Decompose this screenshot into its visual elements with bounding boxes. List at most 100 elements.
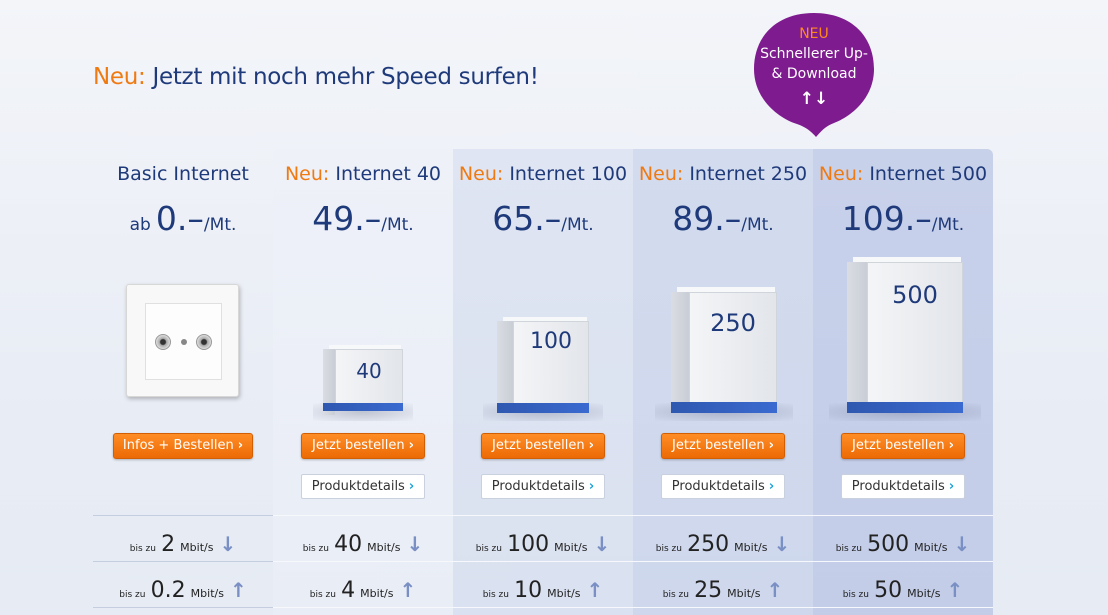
plan-name: Internet 100 [509, 163, 628, 185]
speed-prefix: bis zu [835, 544, 862, 554]
chevron-right-icon: › [768, 479, 775, 494]
plan-title: Basic Internet [93, 163, 273, 185]
speed-prefix: bis zu [482, 590, 509, 600]
box-number: 250 [710, 309, 756, 337]
speed-unit: Mbit/s [360, 587, 394, 600]
plan-column-internet-250: Neu: Internet 250 89.–/Mt. 250 Jetzt bes… [633, 149, 813, 615]
plan-title: Neu: Internet 500 [813, 163, 993, 185]
plan-column-internet-100: Neu: Internet 100 65.–/Mt. 100 Jetzt bes… [453, 149, 633, 615]
chevron-right-icon: › [588, 438, 594, 453]
plan-price: ab 0.–/Mt. [93, 199, 273, 238]
speed-value: 40 [334, 532, 363, 557]
download-speed-row: bis zu 2 Mbit/s ↓ [93, 515, 273, 561]
upload-speed-row: bis zu 50 Mbit/s ↑ [813, 561, 993, 607]
speed-value: 10 [514, 578, 543, 603]
speed-unit: Mbit/s [727, 587, 761, 600]
chevron-right-icon: › [408, 438, 414, 453]
chevron-right-icon: › [948, 438, 954, 453]
speed-value: 250 [687, 532, 730, 557]
box-number: 40 [356, 359, 382, 383]
speed-unit: Mbit/s [554, 541, 588, 554]
order-button[interactable]: Jetzt bestellen › [661, 433, 785, 459]
arrow-down-icon: ↓ [953, 532, 971, 556]
speed-prefix: bis zu [475, 544, 502, 554]
product-details-button[interactable]: Produktdetails › [661, 474, 785, 499]
chevron-right-icon: › [768, 438, 774, 453]
plan-price: 109.–/Mt. [813, 199, 993, 238]
product-box-image: 100 [483, 317, 603, 421]
badge-new-label: NEU [799, 26, 829, 42]
button-label: Produktdetails [491, 479, 585, 494]
plan-title: Neu: Internet 40 [273, 163, 453, 185]
price-prefix: ab [129, 215, 151, 235]
row-divider [453, 607, 633, 615]
price-unit: /Mt. [931, 215, 965, 235]
chevron-right-icon: › [948, 479, 955, 494]
plan-new-prefix: Neu: [818, 163, 864, 185]
price-amount: 109.– [841, 199, 932, 238]
order-button[interactable]: Jetzt bestellen › [481, 433, 605, 459]
arrow-up-icon: ↑ [229, 578, 247, 602]
up-down-arrows-icon: ↑↓ [799, 89, 829, 109]
upload-speed-row: bis zu 0.2 Mbit/s ↑ [93, 561, 273, 607]
price-unit: /Mt. [381, 215, 414, 235]
plan-price: 65.–/Mt. [453, 199, 633, 238]
plan-column-internet-500: Neu: Internet 500 109.–/Mt. 500 Jetzt be… [813, 149, 993, 615]
box-number: 500 [892, 281, 938, 309]
promo-badge: NEU Schnellerer Up- & Download ↑↓ [750, 9, 878, 137]
button-label: Produktdetails [851, 479, 945, 494]
plan-name: Internet 40 [335, 163, 442, 185]
badge-line-2: & Download [771, 66, 857, 82]
button-label: Jetzt bestellen [672, 438, 765, 453]
chevron-right-icon: › [408, 479, 415, 494]
download-speed-row: bis zu 100 Mbit/s ↓ [453, 515, 633, 561]
headline-prefix: Neu: [93, 64, 146, 90]
speed-unit: Mbit/s [914, 541, 948, 554]
row-divider [93, 607, 273, 615]
product-details-button[interactable]: Produktdetails › [481, 474, 605, 499]
price-amount: 49.– [312, 199, 382, 238]
button-label: Produktdetails [311, 479, 405, 494]
price-amount: 0.– [155, 199, 204, 238]
plan-name: Internet 500 [869, 163, 988, 185]
price-amount: 89.– [672, 199, 742, 238]
upload-speed-row: bis zu 25 Mbit/s ↑ [633, 561, 813, 607]
speed-unit: Mbit/s [190, 587, 224, 600]
speed-unit: Mbit/s [907, 587, 941, 600]
price-amount: 65.– [492, 199, 562, 238]
arrow-down-icon: ↓ [773, 532, 791, 556]
product-details-button[interactable]: Produktdetails › [841, 474, 965, 499]
badge-line-1: Schnellerer Up- [760, 46, 868, 62]
plan-column-internet-40: Neu: Internet 40 49.–/Mt. 40 Jetzt beste… [273, 149, 453, 615]
plan-price: 89.–/Mt. [633, 199, 813, 238]
plan-price: 49.–/Mt. [273, 199, 453, 238]
plan-column-basic: Basic Internet ab 0.–/Mt. Infos + Bestel… [93, 149, 273, 615]
price-unit: /Mt. [561, 215, 594, 235]
speed-prefix: bis zu [302, 544, 329, 554]
product-box-image: 250 [655, 287, 793, 421]
row-divider [273, 607, 453, 615]
arrow-up-icon: ↑ [399, 578, 417, 602]
row-divider [633, 607, 813, 615]
speed-value: 2 [161, 532, 176, 557]
infos-order-button[interactable]: Infos + Bestellen › [113, 433, 253, 459]
speed-prefix: bis zu [662, 590, 689, 600]
speed-unit: Mbit/s [734, 541, 768, 554]
plan-new-prefix: Neu: [458, 163, 504, 185]
speed-unit: Mbit/s [367, 541, 401, 554]
speed-prefix: bis zu [655, 544, 682, 554]
speed-unit: Mbit/s [180, 541, 214, 554]
arrow-down-icon: ↓ [406, 532, 424, 556]
product-details-button[interactable]: Produktdetails › [301, 474, 425, 499]
arrow-down-icon: ↓ [219, 532, 237, 556]
speed-value: 4 [341, 578, 356, 603]
download-speed-row: bis zu 40 Mbit/s ↓ [273, 515, 453, 561]
plan-name: Internet 250 [689, 163, 808, 185]
chevron-right-icon: › [237, 438, 244, 453]
plan-name: Basic Internet [117, 163, 249, 185]
chevron-right-icon: › [588, 479, 595, 494]
price-unit: /Mt. [741, 215, 774, 235]
wall-socket-image [126, 284, 239, 397]
order-button[interactable]: Jetzt bestellen › [301, 433, 425, 459]
order-button[interactable]: Jetzt bestellen › [841, 433, 965, 459]
